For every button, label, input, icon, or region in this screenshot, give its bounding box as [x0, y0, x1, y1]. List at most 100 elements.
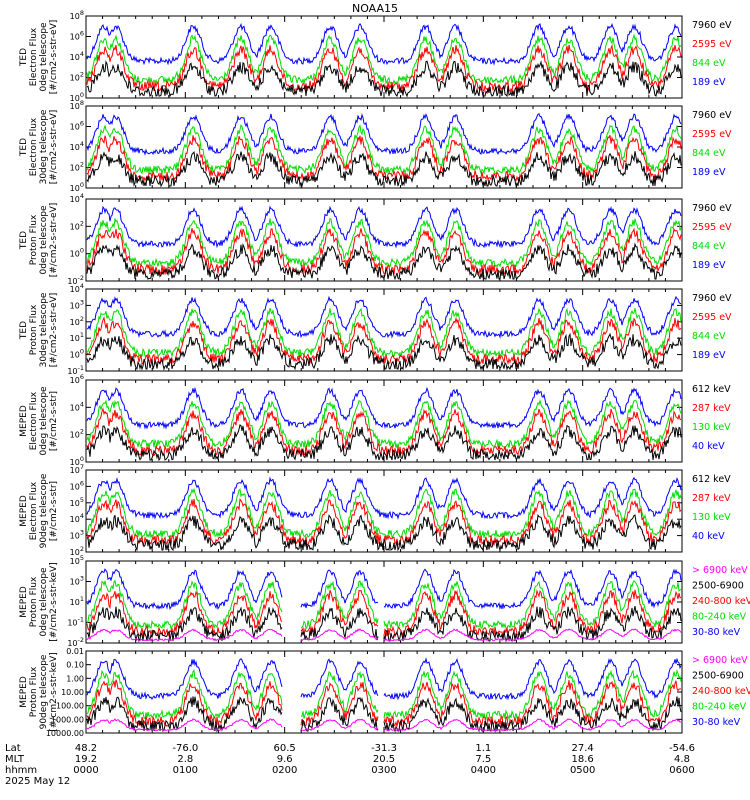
y-axis-label: TED	[19, 321, 29, 340]
x-tick-label: 9.6	[277, 754, 293, 765]
legend-entry: 2595 eV	[692, 222, 732, 233]
legend-entry: 189 eV	[692, 77, 726, 88]
x-tick-label: -54.6	[669, 743, 695, 754]
x-tick-label: -31.3	[371, 743, 397, 754]
chart-title: NOAA15	[351, 2, 399, 15]
y-axis-label: [#/cm2-s-str-eV]	[49, 110, 59, 185]
y-tick-label: 106	[70, 120, 84, 132]
series-line-2-3	[86, 150, 682, 188]
y-tick-label: 10-2	[67, 274, 84, 286]
legend-entry: 30-80 keV	[692, 627, 741, 638]
y-tick-label: 104	[70, 512, 84, 524]
y-tick-label: 106	[70, 373, 84, 385]
y-tick-label: 10-1	[67, 364, 84, 376]
y-tick-label: 10000.00	[46, 729, 84, 738]
x-tick-label: 0300	[371, 765, 396, 776]
legend-entry: 612 keV	[692, 474, 731, 485]
y-tick-label: 105	[70, 496, 84, 508]
x-axis-row-label: Lat	[5, 743, 21, 754]
series-line-5-2	[86, 407, 682, 457]
y-axis-label: [#/cm2-s-str-eV]	[49, 293, 59, 368]
x-tick-label: 60.5	[274, 743, 296, 754]
x-tick-label: 0200	[272, 765, 297, 776]
legend-entry: > 6900 keV	[692, 655, 748, 666]
y-tick-label: 0.01	[66, 647, 84, 656]
x-tick-label: 7.5	[475, 754, 491, 765]
series-line-8-4	[86, 718, 682, 732]
series-line-2-1	[86, 123, 682, 176]
legend-entry: 2595 eV	[692, 39, 732, 50]
series-line-7-4	[86, 628, 682, 642]
y-tick-label: 103	[70, 575, 84, 587]
series-line-5-1	[86, 398, 682, 449]
y-axis-label: MEPED	[19, 405, 29, 437]
series-line-4-0	[86, 295, 682, 339]
y-tick-label: 102	[70, 545, 84, 557]
y-tick-label: 102	[70, 71, 84, 83]
legend-entry: 189 eV	[692, 350, 726, 361]
y-tick-label: 102	[70, 428, 84, 440]
y-tick-label: 0.10	[66, 661, 84, 670]
series-line-1-3	[86, 60, 682, 98]
legend-entry: 7960 eV	[692, 110, 732, 121]
legend-entry: 130 keV	[692, 422, 731, 433]
series-line-1-0	[86, 22, 682, 66]
y-tick-label: 1000.00	[51, 715, 84, 724]
legend-entry: 844 eV	[692, 241, 726, 252]
y-axis-label: [#/cm2-s-str]	[49, 391, 59, 451]
x-tick-label: 0100	[173, 765, 198, 776]
x-tick-label: 20.5	[373, 754, 395, 765]
series-line-2-0	[86, 113, 682, 156]
y-axis-label: TED	[19, 231, 29, 250]
series-line-6-3	[86, 513, 682, 552]
legend-entry: 130 keV	[692, 512, 731, 523]
y-axis-label: Electron Flux	[29, 391, 39, 450]
y-tick-label: 100	[70, 247, 84, 259]
legend-entry: 2500-6900	[692, 580, 744, 591]
x-tick-label: 0600	[669, 765, 694, 776]
y-tick-label: 102	[70, 315, 84, 327]
legend-entry: 40 keV	[692, 441, 725, 452]
x-tick-label: 2.8	[177, 754, 193, 765]
y-tick-label: 104	[70, 192, 84, 204]
x-tick-label: 0000	[73, 765, 98, 776]
legend-entry: 7960 eV	[692, 203, 732, 214]
y-tick-label: 106	[70, 30, 84, 42]
y-axis-label: [#/cm2-s-str-keV]	[49, 562, 59, 641]
legend-entry: 2500-6900	[692, 670, 744, 681]
series-line-5-0	[86, 386, 682, 430]
y-axis-label: 90deg telescope	[39, 654, 49, 729]
y-tick-label: 104	[70, 140, 84, 152]
legend-entry: 189 eV	[692, 167, 726, 178]
x-tick-label: 19.2	[75, 754, 97, 765]
legend-entry: 80-240 keV	[692, 611, 747, 622]
y-tick-label: 102	[70, 219, 84, 231]
series-line-6-0	[86, 476, 682, 520]
legend-entry: 189 eV	[692, 260, 726, 271]
y-axis-label: Proton Flux	[29, 576, 39, 627]
x-tick-label: 18.6	[572, 754, 594, 765]
y-tick-label: 105	[70, 554, 84, 566]
y-tick-label: 101	[70, 331, 84, 343]
series-line-7-3	[86, 605, 682, 643]
legend-entry: 40 keV	[692, 531, 725, 542]
y-tick-label: 100	[70, 348, 84, 360]
y-axis-label: 0deg telescope	[39, 205, 49, 275]
x-tick-label: 4.8	[674, 754, 690, 765]
legend-entry: > 6900 keV	[692, 565, 748, 576]
y-tick-label: 104	[70, 50, 84, 62]
y-axis-label: 30deg telescope	[39, 292, 49, 367]
y-tick-label: 108	[70, 9, 84, 21]
y-axis-label: [#/cm2-s-str]	[49, 481, 59, 541]
series-line-4-2	[86, 315, 682, 366]
legend-entry: 2595 eV	[692, 129, 732, 140]
legend-entry: 844 eV	[692, 58, 726, 69]
y-tick-label: 10-1	[67, 616, 84, 628]
series-line-4-1	[86, 307, 682, 359]
y-axis-label: 0deg telescope	[39, 386, 49, 456]
x-tick-label: 27.4	[572, 743, 594, 754]
series-line-7-1	[86, 579, 682, 630]
legend-entry: 7960 eV	[692, 293, 732, 304]
y-tick-label: 100	[70, 455, 84, 467]
x-tick-label: 0400	[471, 765, 496, 776]
